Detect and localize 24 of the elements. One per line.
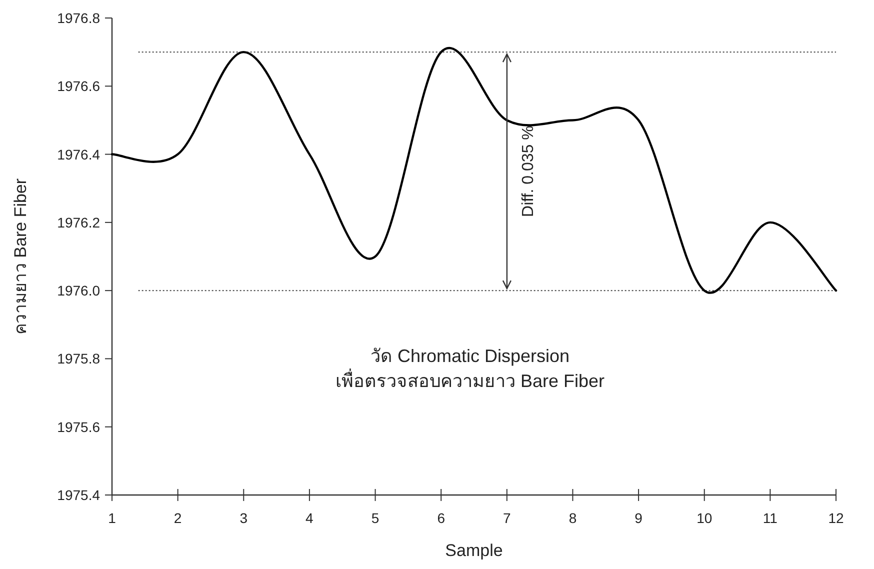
x-tick-label: 5 (371, 510, 380, 526)
y-tick-label: 1975.8 (57, 350, 100, 367)
y-tick-label: 1976.2 (57, 214, 100, 230)
y-tick-label: 1976.6 (57, 78, 100, 94)
y-tick-label: 1975.4 (57, 487, 100, 503)
x-tick-label: 4 (306, 510, 314, 526)
annotation: วัด Chromatic Dispersion เพื่อตรวจสอบความยาว Bare Fiber (335, 346, 605, 391)
x-tick-label: 8 (568, 510, 577, 526)
x-tick-label: 3 (240, 510, 248, 526)
annotation: Diff. 0.035 % (520, 126, 537, 217)
x-tick-label: 12 (828, 510, 844, 526)
y-tick-label: 1976.0 (57, 282, 100, 299)
x-tick-label: 1 (108, 510, 116, 526)
y-tick-label: 1976.4 (57, 146, 100, 162)
x-tick-label: 7 (503, 510, 512, 526)
y-axis-title: ความยาว Bare Fiber (11, 178, 30, 335)
y-tick-label: 1976.8 (57, 10, 100, 26)
x-tick-label: 9 (634, 510, 643, 526)
x-tick-label: 11 (762, 510, 778, 526)
x-tick-label: 6 (437, 510, 446, 526)
x-tick-label: 10 (696, 510, 712, 526)
x-tick-label: 2 (174, 510, 182, 526)
x-axis-title: Sample (445, 541, 503, 560)
y-tick-label: 1975.6 (57, 418, 100, 435)
